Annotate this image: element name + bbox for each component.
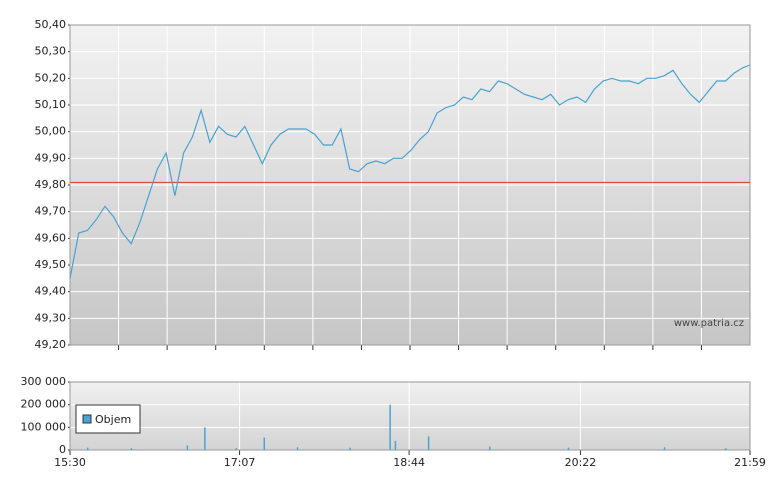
x-tick-label: 20:22 [565,456,597,469]
plot-border [69,381,751,451]
volume-bar [389,404,391,450]
legend-swatch [82,414,92,424]
volume-bar [296,447,299,450]
x-tick-label: 17:07 [224,456,256,469]
volume-bar [204,427,206,450]
y-tick-label: 50,00 [35,125,67,138]
y-tick-label: 300 000 [21,375,67,388]
y-tick-label: 50,40 [35,18,67,31]
volume-bar [130,448,133,450]
volume-bar [235,448,238,450]
volume-bar [663,447,666,450]
legend-label: Objem [95,413,131,426]
volume-bar [567,447,570,450]
volume-bar [86,447,89,450]
volume-bar [427,436,430,450]
volume-bar [263,437,266,450]
y-tick-label: 200 000 [21,398,67,411]
volume-bar [186,445,189,450]
plot-border [69,24,751,346]
y-tick-label: 49,50 [35,258,67,271]
y-tick-label: 50,20 [35,71,67,84]
watermark: www.patria.cz [674,318,744,329]
y-tick-label: 49,70 [35,205,67,218]
x-tick-label: 15:30 [54,456,86,469]
y-tick-label: 49,40 [35,285,67,298]
volume-bar [349,447,351,450]
y-tick-label: 49,80 [35,178,67,191]
plot-area [70,382,750,450]
volume-bar [394,440,397,450]
y-tick-label: 49,30 [35,311,67,324]
y-tick-label: 100 000 [21,420,67,433]
x-tick-label: 18:44 [393,456,425,469]
y-tick-label: 49,60 [35,231,67,244]
y-tick-label: 49,20 [35,338,67,351]
x-tick-label: 21:59 [734,456,766,469]
y-tick-label: 0 [59,443,66,456]
volume-bar [725,448,727,450]
y-tick-label: 49,90 [35,151,67,164]
y-tick-label: 50,30 [35,45,67,58]
price-line [69,64,751,279]
volume-bar [489,446,491,450]
y-tick-label: 50,10 [35,98,67,111]
